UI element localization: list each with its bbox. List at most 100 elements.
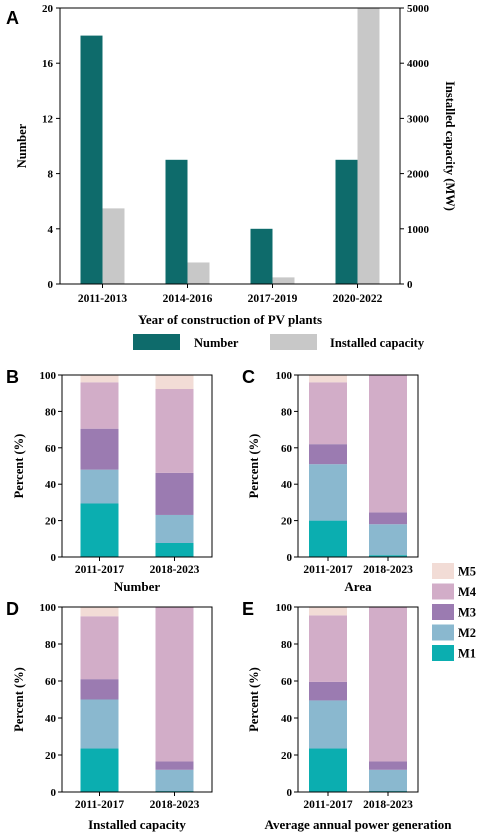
x-axis-label-e: Average annual power generation xyxy=(265,817,453,832)
legend-swatch-m4 xyxy=(432,583,454,600)
stack-segment-M2-2018-2023 xyxy=(155,769,194,792)
y-axis-label: Percent (%) xyxy=(247,667,261,732)
y-tick-label-left: 20 xyxy=(42,3,54,15)
y-tick-label: 80 xyxy=(281,639,293,651)
stack-segment-M4-2011-2017 xyxy=(80,382,119,429)
y-tick-label: 20 xyxy=(45,750,57,762)
panel-letter-e: E xyxy=(242,599,254,619)
stack-segment-M2-2018-2023 xyxy=(369,769,407,792)
stack-segment-M1-2018-2023 xyxy=(369,555,407,557)
y-axis-label-right: Installed capacity (MW) xyxy=(443,81,457,211)
stack-segment-M3-2018-2023 xyxy=(369,761,407,770)
panel-letter-d: D xyxy=(6,599,19,619)
y-axis-label: Percent (%) xyxy=(12,667,26,732)
stack-segment-M2-2011-2017 xyxy=(309,464,347,521)
stack-segment-M3-2011-2017 xyxy=(80,679,119,700)
stack-segment-M4-2018-2023 xyxy=(369,375,407,513)
bar-capacity-2014-2016 xyxy=(187,262,210,284)
stack-segment-M5-2011-2017 xyxy=(80,607,119,617)
stack-segment-M1-2018-2023 xyxy=(155,542,194,557)
y-tick-label: 100 xyxy=(40,602,57,614)
stack-segment-M5-2011-2017 xyxy=(309,607,347,616)
stack-segment-M3-2018-2023 xyxy=(155,761,194,770)
stack-segment-M1-2011-2017 xyxy=(309,748,347,792)
x-tick-label: 2014-2016 xyxy=(163,293,213,305)
x-tick-label: 2011-2017 xyxy=(75,799,124,811)
panel-letter-c: C xyxy=(242,367,255,387)
y-tick-label: 60 xyxy=(45,443,57,455)
stack-segment-M2-2011-2017 xyxy=(309,700,347,749)
stack-segment-M2-2018-2023 xyxy=(369,524,407,556)
y-tick-label-left: 12 xyxy=(42,113,54,125)
stack-segment-M3-2018-2023 xyxy=(369,512,407,525)
legend-label-number: Number xyxy=(194,336,239,350)
plot-frame-c xyxy=(297,374,419,558)
legend-label-m3: M3 xyxy=(458,606,476,620)
x-tick-label: 2018-2023 xyxy=(150,799,200,811)
x-tick-label: 2018-2023 xyxy=(363,799,413,811)
y-tick-label: 0 xyxy=(51,787,57,799)
x-tick-label: 2011-2017 xyxy=(303,564,352,576)
legend-label-m2: M2 xyxy=(458,626,476,640)
bar-number-2020-2022 xyxy=(335,159,358,284)
stack-segment-M1-2011-2017 xyxy=(80,503,119,557)
plot-frame-a xyxy=(59,7,401,285)
stack-segment-M4-2018-2023 xyxy=(369,607,407,762)
plot-frame-b xyxy=(61,374,213,558)
y-tick-label: 40 xyxy=(281,713,293,725)
x-axis-label-b: Number xyxy=(114,579,160,594)
y-tick-label: 0 xyxy=(51,552,57,564)
stack-segment-M4-2011-2017 xyxy=(309,382,347,445)
plot-frame-d xyxy=(61,606,213,793)
stack-segment-M3-2011-2017 xyxy=(80,428,119,470)
bar-number-2011-2013 xyxy=(80,35,103,284)
y-tick-label-right: 3000 xyxy=(407,113,430,125)
x-tick-label: 2011-2017 xyxy=(303,799,352,811)
y-tick-label: 60 xyxy=(281,443,293,455)
y-tick-label-right: 5000 xyxy=(407,3,430,15)
panel-letter-b: B xyxy=(6,367,19,387)
stack-segment-M5-2018-2023 xyxy=(155,375,194,390)
x-axis-label-a: Year of construction of PV plants xyxy=(138,312,322,327)
panel-letter-a: A xyxy=(6,8,19,28)
stack-segment-M2-2018-2023 xyxy=(155,514,194,543)
stack-segment-M4-2018-2023 xyxy=(155,607,194,762)
y-tick-label: 100 xyxy=(276,370,293,382)
y-tick-label: 40 xyxy=(45,479,57,491)
y-tick-label: 80 xyxy=(45,406,57,418)
y-tick-label-right: 1000 xyxy=(407,224,430,236)
plot-frame-e xyxy=(297,606,419,793)
y-tick-label: 80 xyxy=(45,639,57,651)
legend-label-m5: M5 xyxy=(458,565,476,579)
y-tick-label: 40 xyxy=(45,713,57,725)
y-axis-label: Percent (%) xyxy=(247,434,261,499)
y-tick-label: 80 xyxy=(281,406,293,418)
stack-segment-M1-2011-2017 xyxy=(309,520,347,557)
y-tick-label-right: 0 xyxy=(407,279,413,291)
x-tick-label: 2017-2019 xyxy=(248,293,298,305)
bar-capacity-2017-2019 xyxy=(272,277,295,284)
y-tick-label-right: 4000 xyxy=(407,58,430,70)
y-tick-label-left: 16 xyxy=(42,58,54,70)
legend-label-m1: M1 xyxy=(458,647,476,661)
stack-segment-M2-2011-2017 xyxy=(80,469,119,504)
stack-segment-M2-2011-2017 xyxy=(80,699,119,749)
y-tick-label: 20 xyxy=(281,516,293,528)
y-tick-label: 100 xyxy=(276,602,293,614)
stack-segment-M3-2018-2023 xyxy=(155,472,194,515)
y-tick-label: 60 xyxy=(45,676,57,688)
y-tick-label: 100 xyxy=(40,370,57,382)
legend-label-m4: M4 xyxy=(458,585,477,599)
y-tick-label-left: 0 xyxy=(48,279,54,291)
x-axis-label-d: Installed capacity xyxy=(88,817,186,832)
x-tick-label: 2011-2013 xyxy=(78,293,127,305)
legend-swatch-capacity xyxy=(270,334,317,350)
y-tick-label-left: 4 xyxy=(48,224,54,236)
bar-number-2017-2019 xyxy=(250,228,273,284)
y-tick-label: 20 xyxy=(281,750,293,762)
y-tick-label-right: 2000 xyxy=(407,169,430,181)
stack-segment-M4-2011-2017 xyxy=(80,616,119,680)
y-tick-label: 0 xyxy=(287,787,293,799)
stack-segment-M5-2011-2017 xyxy=(80,375,119,383)
